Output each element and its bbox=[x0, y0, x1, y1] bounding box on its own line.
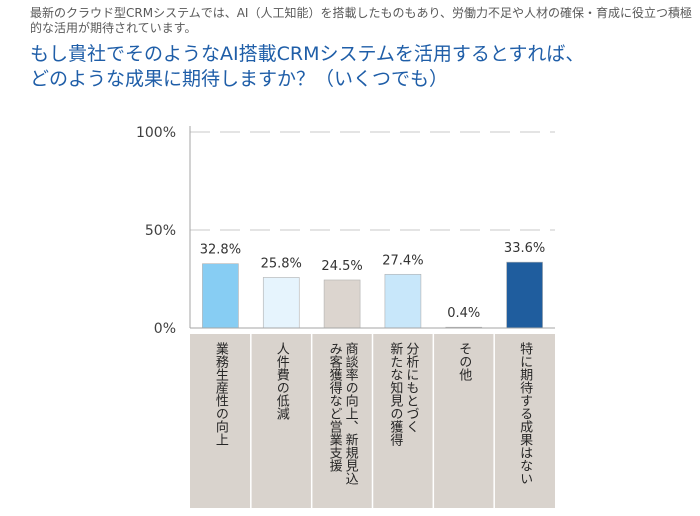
category-label: 特に期待する成果はない bbox=[517, 342, 533, 485]
bar bbox=[323, 279, 361, 329]
bar bbox=[384, 273, 422, 329]
category-label: その他 bbox=[456, 342, 472, 382]
question-line-1: もし貴社でそのようなAI搭載CRMシステムを活用するとすれば、 bbox=[30, 43, 585, 65]
category-label: み客獲得など営業支援 bbox=[327, 342, 343, 472]
category-label: 商談率の向上、新規見込 bbox=[343, 342, 359, 485]
category-label: 人件費の低減 bbox=[274, 342, 290, 421]
data-label: 0.4% bbox=[447, 306, 480, 321]
data-label: 27.4% bbox=[382, 253, 423, 268]
category-label: 分析にもとづく bbox=[403, 342, 419, 433]
data-label: 32.8% bbox=[200, 243, 241, 258]
data-label: 24.5% bbox=[321, 259, 362, 274]
bar bbox=[262, 277, 300, 329]
data-label: 25.8% bbox=[261, 256, 302, 271]
y-tick-label: 100% bbox=[136, 125, 176, 141]
question-title: もし貴社でそのようなAI搭載CRMシステムを活用するとすれば、 どのような成果に… bbox=[30, 42, 692, 92]
y-tick-label: 0% bbox=[154, 321, 176, 337]
data-label: 33.6% bbox=[504, 241, 545, 256]
bar bbox=[506, 261, 543, 329]
question-line-2: どのような成果に期待しますか？（いくつでも） bbox=[30, 68, 449, 90]
category-label: 新たな知見の獲得 bbox=[387, 341, 403, 446]
bar bbox=[202, 263, 239, 329]
intro-text: 最新のクラウド型CRMシステムでは、AI（人工知能）を搭載したものもあり、労働力… bbox=[30, 6, 692, 35]
category-label: 業務生産性の向上 bbox=[213, 341, 229, 446]
y-tick-label: 50% bbox=[145, 223, 176, 239]
